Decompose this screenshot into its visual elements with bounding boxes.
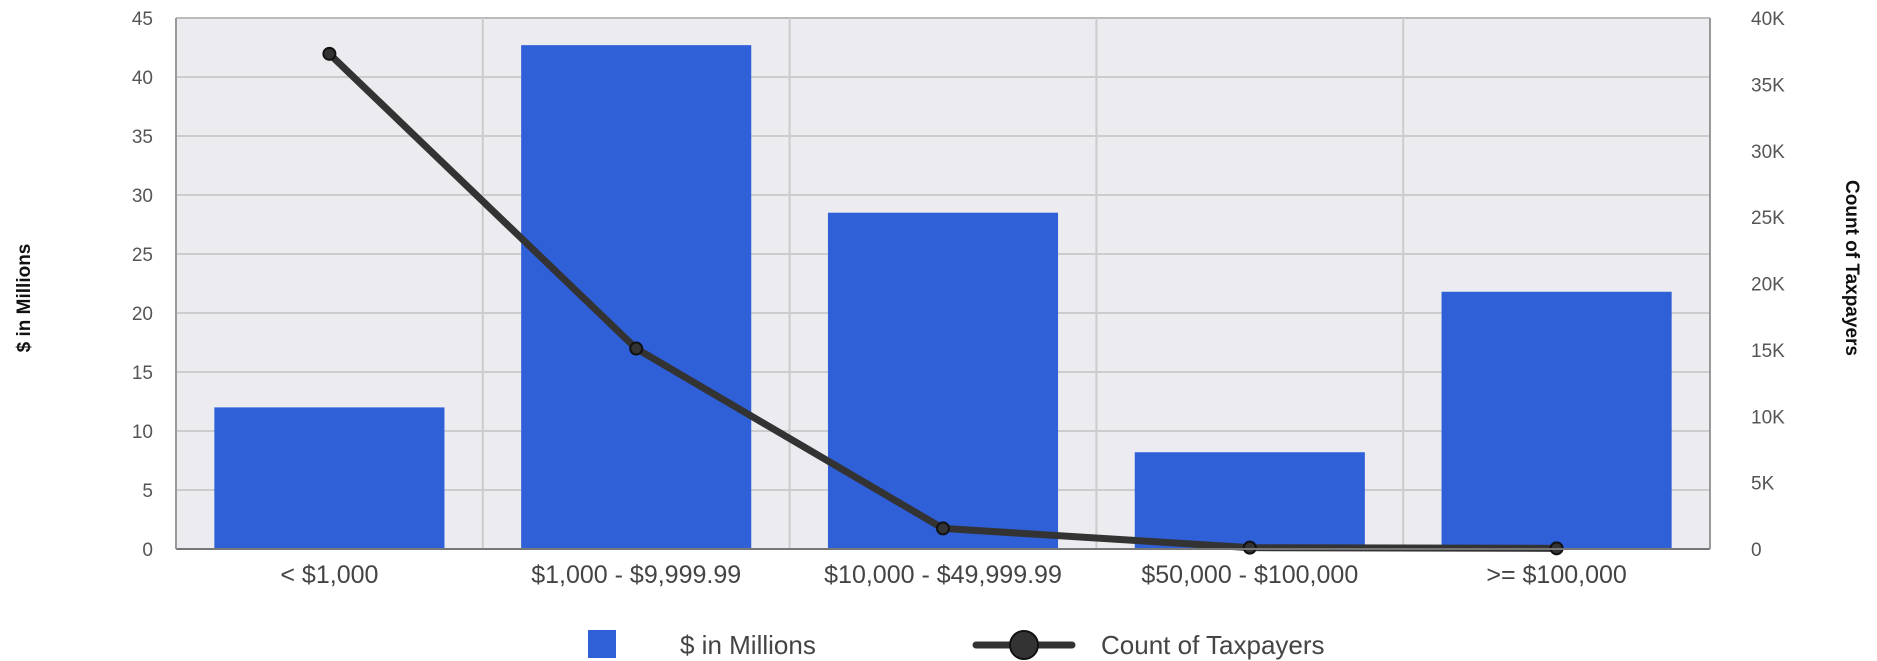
y-axis-ticks: 0 5 10 15 20 25 30 35 40 45 bbox=[132, 9, 153, 561]
bar-series bbox=[214, 45, 1672, 549]
y2-tick-label: 15K bbox=[1751, 341, 1785, 362]
bar bbox=[827, 212, 1059, 549]
x-axis-tick-labels: < $1,000 $1,000 - $9,999.99 $10,000 - $49,… bbox=[280, 561, 1626, 589]
line-point bbox=[629, 341, 644, 356]
y-tick-label: 30 bbox=[132, 186, 153, 207]
line-point bbox=[1242, 540, 1257, 555]
bar bbox=[521, 45, 752, 549]
y2-tick-label: 0 bbox=[1751, 540, 1762, 561]
y2-axis-ticks: 0 5K 10K 15K 20K 25K 30K 35K 40K bbox=[1751, 9, 1785, 561]
y2-tick-label: 20K bbox=[1751, 275, 1785, 296]
y2-tick-label: 35K bbox=[1751, 75, 1785, 96]
y-tick-label: 25 bbox=[132, 245, 153, 266]
y2-tick-label: 40K bbox=[1751, 9, 1785, 30]
y-tick-label: 0 bbox=[142, 540, 153, 561]
line-series bbox=[322, 46, 1564, 556]
bar bbox=[1441, 291, 1672, 549]
y2-tick-label: 25K bbox=[1751, 208, 1785, 229]
y2-tick-label: 5K bbox=[1751, 474, 1775, 495]
line-point bbox=[322, 46, 337, 61]
y-tick-label: 10 bbox=[132, 422, 153, 443]
y-tick-label: 40 bbox=[132, 68, 153, 89]
y-tick-label: 35 bbox=[132, 127, 153, 148]
y2-tick-label: 10K bbox=[1751, 407, 1785, 428]
x-tick-label: $10,000 - $49,999.99 bbox=[824, 561, 1062, 589]
bar bbox=[214, 407, 445, 549]
y2-tick-label: 30K bbox=[1751, 142, 1785, 163]
legend-bar-swatch bbox=[588, 630, 616, 658]
y-tick-label: 15 bbox=[132, 363, 153, 384]
legend-line-marker bbox=[1009, 630, 1039, 660]
bar bbox=[1134, 452, 1365, 549]
legend-bar-label: $ in Millions bbox=[680, 630, 816, 660]
x-tick-label: $50,000 - $100,000 bbox=[1141, 561, 1358, 589]
legend-line-label: Count of Taxpayers bbox=[1101, 630, 1325, 660]
legend: $ in Millions Count of Taxpayers bbox=[588, 630, 1325, 660]
line-point bbox=[936, 521, 950, 536]
y-axis-title: $ in Millions bbox=[14, 244, 35, 353]
y2-axis-title: Count of Taxpayers bbox=[1841, 180, 1862, 356]
y-tick-label: 20 bbox=[132, 304, 153, 325]
x-tick-label: >= $100,000 bbox=[1486, 561, 1626, 589]
y-tick-label: 45 bbox=[132, 9, 153, 30]
y-tick-label: 5 bbox=[142, 481, 153, 502]
x-tick-label: $1,000 - $9,999.99 bbox=[531, 561, 741, 589]
x-tick-label: < $1,000 bbox=[280, 561, 378, 589]
